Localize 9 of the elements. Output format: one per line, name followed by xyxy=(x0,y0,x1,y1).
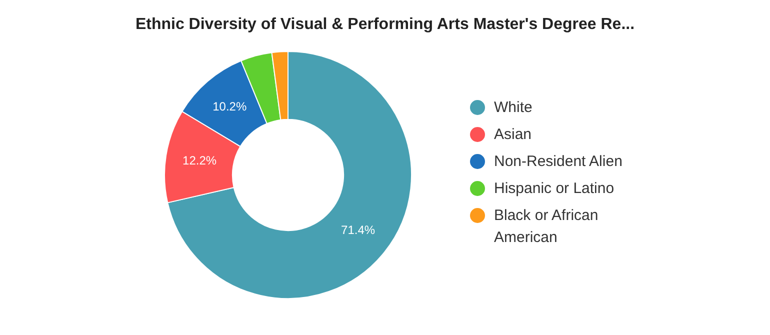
data-label: 71.4% xyxy=(341,223,376,238)
data-label: 10.2% xyxy=(212,99,247,114)
legend-label: Hispanic or Latino xyxy=(494,179,614,199)
legend-label: Asian xyxy=(494,125,532,145)
data-label: 12.2% xyxy=(182,153,217,168)
legend-label: Non-Resident Alien xyxy=(494,152,622,172)
chart-title: Ethnic Diversity of Visual & Performing Arts Master's Degree Re... xyxy=(134,16,636,34)
legend-label: Black or African American xyxy=(494,206,600,248)
legend-label: White xyxy=(494,98,532,118)
